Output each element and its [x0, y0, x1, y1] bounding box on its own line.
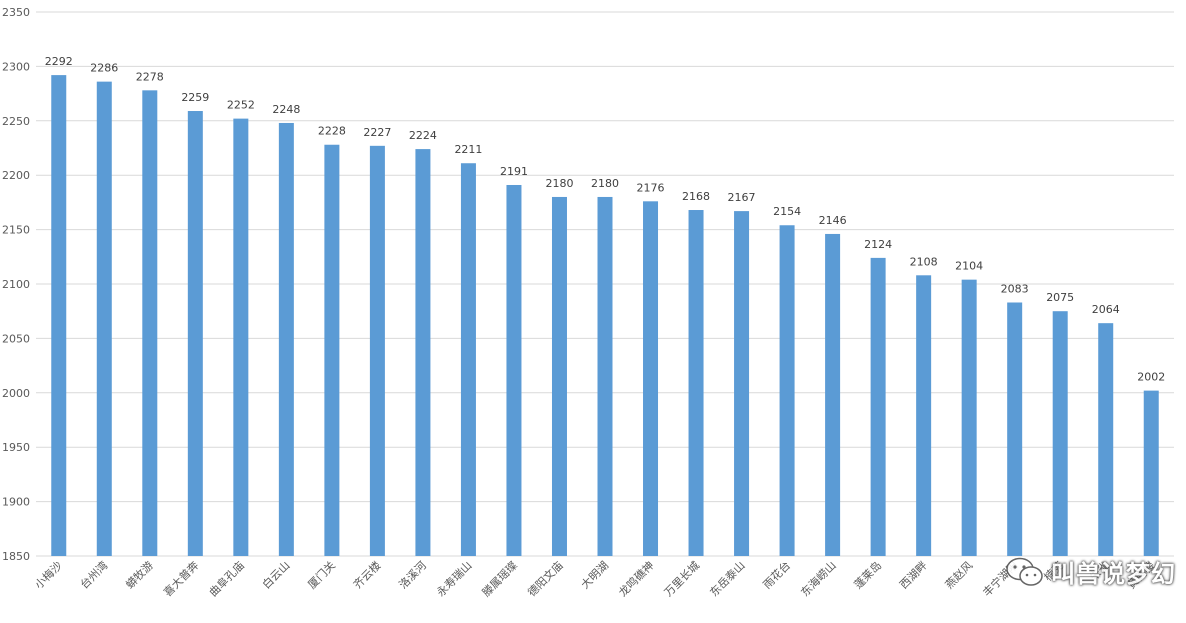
bar — [643, 201, 659, 556]
data-label: 2154 — [773, 205, 801, 218]
bar — [142, 90, 158, 556]
data-label: 2075 — [1046, 291, 1074, 304]
y-tick-label: 2200 — [2, 169, 30, 182]
y-tick-label: 1900 — [2, 496, 30, 509]
x-tick-label: 永寿瑞山 — [434, 558, 475, 599]
bar — [369, 145, 385, 556]
y-tick-label: 2150 — [2, 224, 30, 237]
y-tick-label: 2100 — [2, 278, 30, 291]
bar — [779, 225, 795, 557]
data-label: 2176 — [637, 181, 665, 194]
x-tick-label: 德阳文庙 — [525, 558, 566, 599]
bar — [1143, 390, 1159, 556]
y-tick-label: 1850 — [2, 550, 30, 563]
x-tick-label: 齐云楼 — [350, 558, 383, 591]
bar — [415, 149, 431, 556]
data-label: 2108 — [910, 255, 938, 268]
data-label: 2224 — [409, 129, 437, 142]
data-label: 2180 — [591, 177, 619, 190]
y-axis: 1850 1900 1950 2000 2050 2100 2150 2200 2250 2300… — [2, 6, 30, 563]
x-tick-label: 燕赵风 — [942, 558, 975, 591]
x-tick-label: 大明湖 — [578, 558, 611, 591]
y-tick-label: 2050 — [2, 332, 30, 345]
data-label: 2292 — [45, 55, 73, 68]
bar — [460, 163, 476, 556]
data-label: 2259 — [181, 91, 209, 104]
bar — [187, 111, 203, 557]
x-tick-label: 万里长城 — [662, 559, 702, 599]
x-tick-label: 蓬莱岛 — [851, 558, 884, 591]
data-label: 2252 — [227, 99, 255, 112]
x-tick-label: 洛溪河 — [396, 558, 429, 591]
y-tick-label: 1950 — [2, 441, 30, 454]
data-label: 2002 — [1137, 371, 1165, 384]
bar — [324, 144, 340, 556]
bar — [1007, 302, 1023, 556]
bar — [278, 122, 294, 556]
data-label: 2167 — [728, 191, 756, 204]
watermark: 叫兽说梦幻 — [1005, 554, 1176, 589]
data-label: 2104 — [955, 260, 983, 273]
bar — [825, 233, 841, 556]
x-tick-label: 龙鸣礁神 — [616, 558, 657, 599]
x-tick-label: 蟒牧游 — [123, 558, 156, 591]
data-label: 2248 — [272, 103, 300, 116]
x-tick-label: 滕属瑶璨 — [479, 558, 520, 599]
x-tick-label: 白云山 — [259, 558, 292, 591]
y-tick-label: 2250 — [2, 115, 30, 128]
x-tick-label: 喜大普奔 — [160, 558, 201, 599]
x-tick-label: 东岳泰山 — [707, 558, 748, 599]
data-label: 2211 — [454, 143, 482, 156]
data-label: 2180 — [545, 177, 573, 190]
x-axis: 小梅沙 台州湾 蟒牧游 喜大普奔 曲阜孔庙 白云山 厦门关 齐云楼 洛溪河 永寿瑞山 滕属瑶璨 德阳文… — [32, 558, 1158, 599]
bar — [916, 275, 932, 556]
data-labels: 2292 2286 2278 2259 2252 2248 2228 2227 2224 2211… — [45, 55, 1165, 384]
bar — [233, 118, 249, 557]
y-tick-label: 2300 — [2, 60, 30, 73]
bar — [597, 196, 613, 556]
bar — [870, 257, 886, 556]
bar — [506, 184, 522, 556]
data-label: 2286 — [90, 62, 118, 75]
data-label: 2124 — [864, 238, 892, 251]
data-label: 2227 — [363, 126, 391, 139]
x-tick-label: 厦门关 — [305, 558, 338, 591]
data-label: 2083 — [1001, 282, 1029, 295]
x-tick-label: 台州湾 — [77, 558, 110, 591]
bar — [551, 196, 567, 556]
data-label: 2191 — [500, 165, 528, 178]
bar — [96, 81, 112, 556]
bar — [688, 210, 704, 557]
x-tick-label: 曲阜孔庙 — [206, 558, 247, 599]
x-tick-label: 雨花台 — [760, 558, 793, 591]
data-label: 2228 — [318, 125, 346, 138]
wechat-icon — [1006, 557, 1043, 586]
x-tick-label: 小梅沙 — [32, 558, 65, 591]
bar — [1098, 323, 1114, 556]
x-tick-label: 东海崂山 — [798, 558, 839, 599]
bar — [734, 211, 750, 556]
bar — [961, 279, 977, 556]
bars — [51, 75, 1159, 557]
watermark-text: 叫兽说梦幻 — [1051, 560, 1176, 588]
data-label: 2146 — [819, 214, 847, 227]
data-label: 2064 — [1092, 303, 1120, 316]
bar — [1052, 311, 1068, 556]
y-tick-label: 2350 — [2, 6, 30, 19]
y-tick-label: 2000 — [2, 387, 30, 400]
x-tick-label: 西湖畔 — [897, 559, 930, 592]
data-label: 2168 — [682, 190, 710, 203]
bar — [51, 75, 67, 556]
data-label: 2278 — [136, 70, 164, 83]
